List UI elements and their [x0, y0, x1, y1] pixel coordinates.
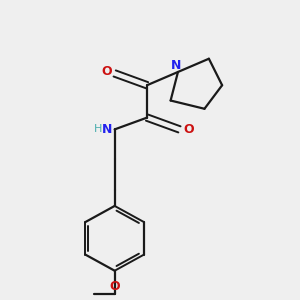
Text: H: H [94, 124, 103, 134]
Text: N: N [102, 123, 112, 136]
Text: O: O [110, 280, 120, 293]
Text: N: N [171, 59, 182, 72]
Text: O: O [101, 65, 112, 79]
Text: O: O [184, 123, 194, 136]
